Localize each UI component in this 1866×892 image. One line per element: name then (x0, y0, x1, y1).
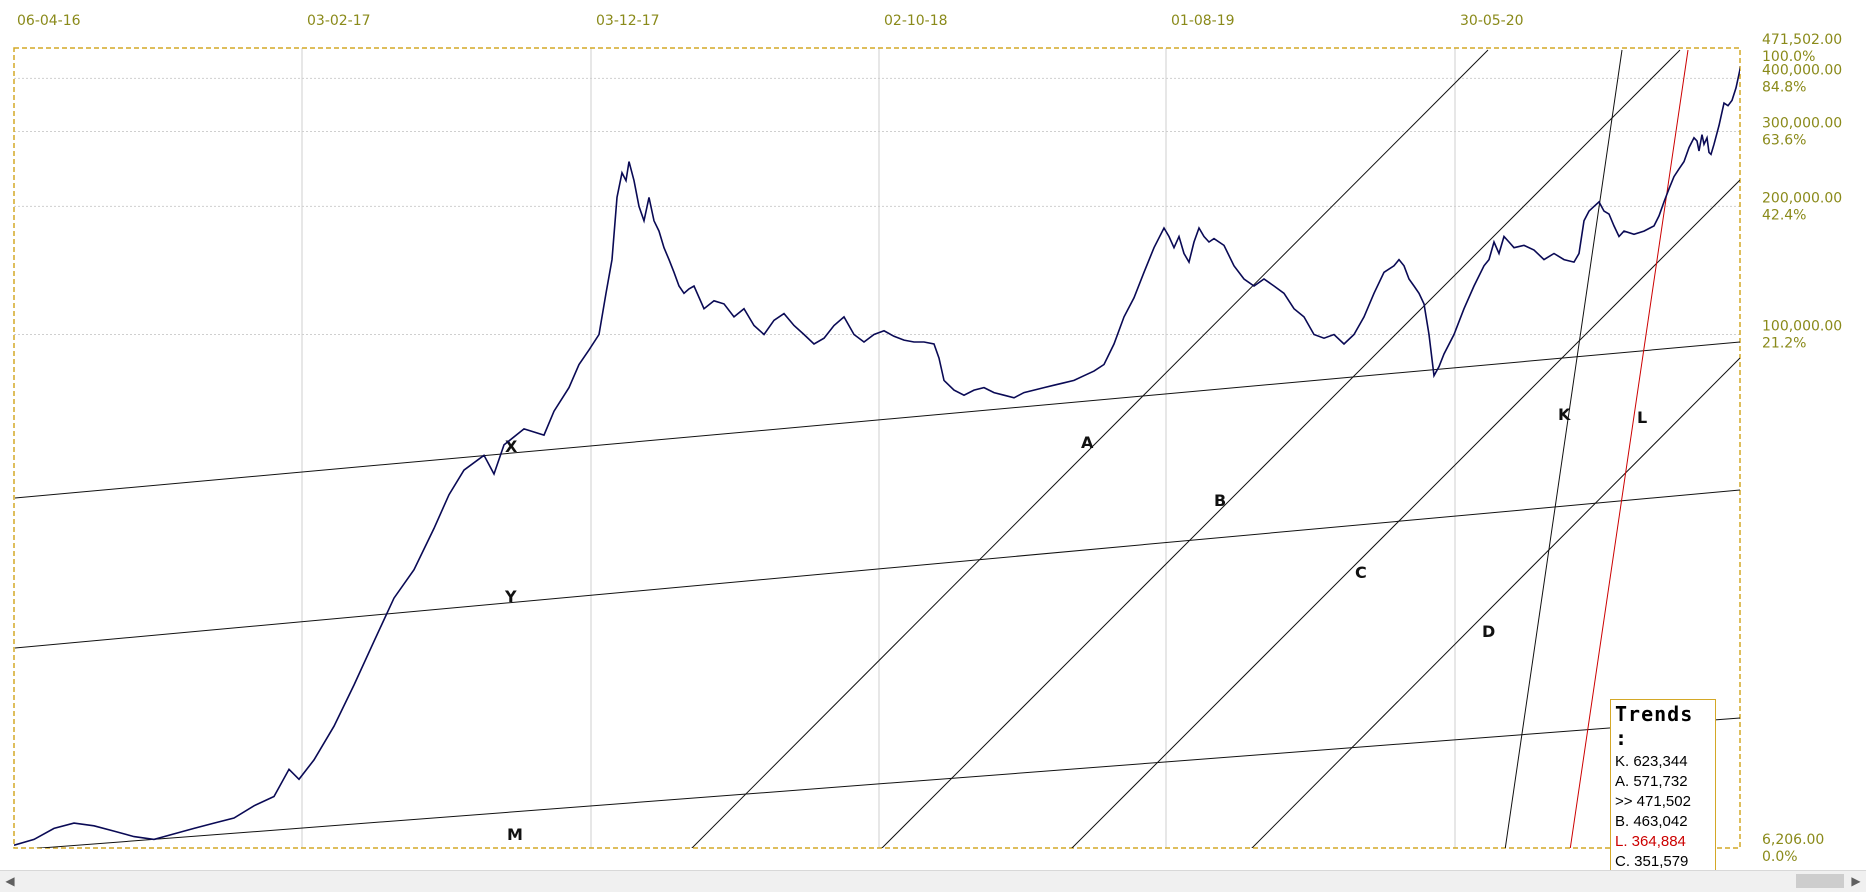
trends-legend-item: >> 471,502 (1615, 793, 1691, 810)
trends-legend-item: A. 571,732 (1615, 773, 1688, 790)
trendline-Y (14, 489, 1740, 649)
trendline-label-M: M (507, 825, 523, 844)
x-tick-label: 30-05-20 (1460, 13, 1524, 29)
y-tick-label: 300,000.00 (1762, 116, 1842, 132)
y-tick-label: 400,000.00 (1762, 62, 1842, 78)
x-tick-label: 02-10-18 (884, 13, 948, 29)
trendline-label-K: K (1558, 405, 1571, 424)
trendline-M (34, 717, 1740, 848)
trends-legend-item: B. 463,042 (1615, 813, 1688, 830)
horizontal-scrollbar[interactable]: ◀ ▶ (0, 870, 1866, 892)
scroll-left-arrow-icon[interactable]: ◀ (5, 874, 15, 888)
x-tick-label: 03-02-17 (307, 13, 371, 29)
y-tick-percent: 0.0% (1762, 849, 1798, 865)
trendline-L (1569, 49, 1689, 848)
trendline-C (1071, 179, 1740, 848)
chart: 06-04-16 03-02-17 03-12-17 02-10-18 01-08-19… (13, 13, 1842, 865)
trends-legend-item: C. 351,579 (1615, 853, 1689, 870)
x-tick-label: 03-12-17 (596, 13, 660, 29)
x-tick-label: 06-04-16 (17, 13, 81, 29)
scroll-right-arrow-icon[interactable]: ▶ (1851, 874, 1861, 888)
trendline-label-D: D (1482, 622, 1495, 641)
y-tick-label: 200,000.00 (1762, 190, 1842, 206)
trendline-A (691, 49, 1489, 848)
trends-legend-item: L. 364,884 (1615, 833, 1686, 850)
x-axis-labels: 06-04-16 03-02-17 03-12-17 02-10-18 01-08-19… (17, 13, 1524, 29)
plot-area-border (13, 47, 1741, 849)
trendline-D (1251, 357, 1740, 848)
trends-legend-title: Trends : (1615, 702, 1694, 750)
y-tick-percent: 63.6% (1762, 133, 1806, 149)
y-tick-label: 471,502.00 (1762, 32, 1842, 48)
trendline-label-B: B (1214, 491, 1226, 510)
trendlines (14, 49, 1740, 848)
y-tick-label: 6,206.00 (1762, 832, 1824, 848)
x-tick-label: 01-08-19 (1171, 13, 1235, 29)
chart-grid (14, 48, 1740, 848)
y-tick-percent: 21.2% (1762, 335, 1806, 351)
y-tick-label: 100,000.00 (1762, 318, 1842, 334)
y-tick-percent: 100.0% (1762, 49, 1815, 65)
price-line (14, 65, 1740, 846)
trendline-B (881, 49, 1681, 848)
scroll-thumb[interactable] (1796, 874, 1844, 888)
trendline-label-C: C (1355, 563, 1367, 582)
trendline-K (1504, 49, 1623, 848)
trendline-X (14, 341, 1740, 499)
trendline-label-Y: Y (504, 587, 517, 606)
y-tick-percent: 84.8% (1762, 79, 1806, 95)
trends-legend: Trends : K. 623,344 A. 571,732 >> 471,502 B… (1610, 699, 1716, 875)
trendline-label-A: A (1081, 433, 1094, 452)
y-tick-percent: 42.4% (1762, 207, 1806, 223)
trendline-label-L: L (1637, 408, 1647, 427)
trends-legend-item: K. 623,344 (1615, 753, 1688, 770)
